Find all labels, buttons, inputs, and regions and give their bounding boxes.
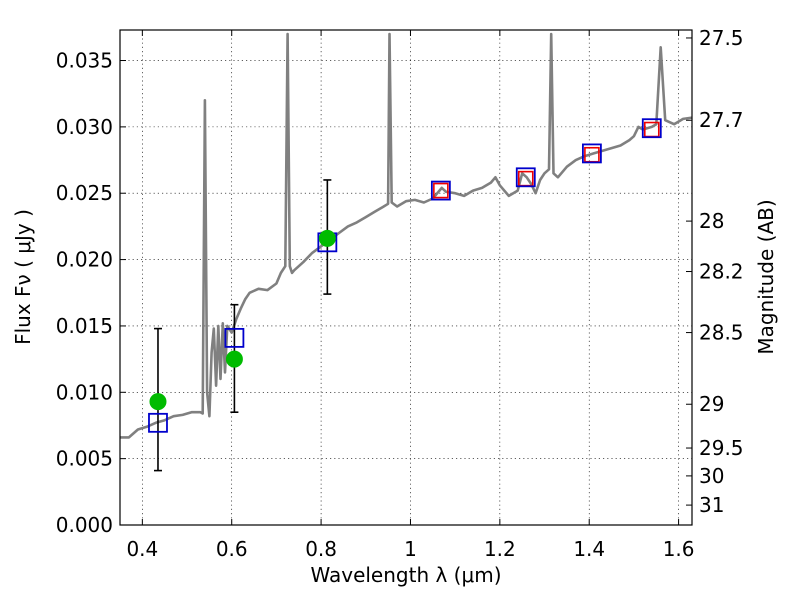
magnitude-tick-label: 27.7 bbox=[699, 108, 744, 132]
magnitude-tick-label: 27.5 bbox=[699, 26, 744, 50]
plot-area bbox=[120, 32, 692, 472]
axis-ticks bbox=[120, 30, 692, 526]
y-tick-label: 0.010 bbox=[56, 380, 113, 404]
x-tick-label: 0.6 bbox=[216, 537, 248, 561]
y-tick-label: 0.000 bbox=[56, 513, 113, 537]
magnitude-tick-label: 29 bbox=[699, 392, 724, 416]
tick-labels: 0.4 0.6 0.8 1 1.2 1.4 1.6 0.000 0.005 0.010 0.015 0… bbox=[56, 26, 744, 561]
magnitude-tick-label: 28.2 bbox=[699, 260, 744, 284]
magnitude-tick-label: 28 bbox=[699, 209, 724, 233]
magnitude-tick-label: 31 bbox=[699, 493, 724, 517]
x-tick-label: 1 bbox=[404, 537, 417, 561]
x-tick-label: 1.4 bbox=[573, 537, 605, 561]
red-square-marker bbox=[433, 182, 449, 199]
blue-square-marker bbox=[148, 412, 168, 433]
series-layer bbox=[120, 32, 692, 472]
blue-square-marker bbox=[641, 118, 662, 139]
y-tick-label: 0.035 bbox=[56, 49, 113, 73]
x-tick-label: 0.4 bbox=[126, 537, 158, 561]
magnitude-tick-label: 28.5 bbox=[699, 321, 744, 345]
observed-point bbox=[149, 393, 167, 411]
x-tick-label: 0.8 bbox=[305, 537, 337, 561]
observed-point bbox=[318, 229, 336, 247]
magnitude-tick-label: 29.5 bbox=[699, 436, 744, 460]
y-tick-label: 0.015 bbox=[56, 314, 113, 338]
y-axis-label: Flux Fν ( μJy ) bbox=[11, 209, 35, 345]
blue-square-marker bbox=[515, 167, 536, 188]
blue-square-marker bbox=[430, 180, 451, 201]
blue-square-marker bbox=[224, 327, 245, 348]
x-tick-label: 1.6 bbox=[663, 537, 695, 561]
observed-point bbox=[225, 350, 243, 368]
model-spectrum-line bbox=[120, 32, 692, 439]
x-tick-label: 1.2 bbox=[484, 537, 516, 561]
y-tick-label: 0.005 bbox=[56, 447, 113, 471]
x-axis-label: Wavelength λ (μm) bbox=[310, 563, 501, 587]
y-tick-label: 0.020 bbox=[56, 248, 113, 272]
y-tick-label: 0.030 bbox=[56, 115, 113, 139]
y2-axis-label: Magnitude (AB) bbox=[754, 199, 778, 354]
y-tick-label: 0.025 bbox=[56, 181, 113, 205]
blue-square-marker bbox=[582, 143, 602, 164]
magnitude-tick-label: 30 bbox=[699, 464, 724, 488]
plot-frame bbox=[119, 29, 693, 526]
